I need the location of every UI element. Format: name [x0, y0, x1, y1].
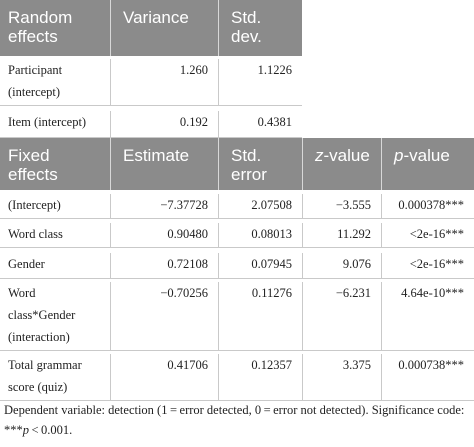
- fixed-effect-name: (Intercept): [8, 198, 61, 212]
- table-row: Participant (intercept) 1.260 1.1226: [0, 56, 302, 106]
- fixed-effects-header: Fixed effects Estimate Std. error z-valu…: [0, 138, 474, 190]
- p-value-header: p-value: [381, 138, 474, 190]
- table-row: Total grammar score (quiz) 0.41706 0.123…: [0, 351, 474, 401]
- table-row: Gender 0.72108 0.07945 9.076 <2e-16***: [0, 248, 474, 279]
- table-row: Item (intercept) 0.192 0.4381: [0, 106, 302, 138]
- std-error-value: 2.07508: [218, 194, 302, 218]
- std-error-value: 0.08013: [218, 223, 302, 247]
- estimate-value: −0.70256: [110, 282, 218, 350]
- table-row: (Intercept) −7.37728 2.07508 −3.555 0.00…: [0, 190, 474, 219]
- std-dev-header: Std. dev.: [218, 0, 302, 56]
- z-value: −3.555: [302, 194, 381, 218]
- random-effect-name: Item (intercept): [8, 115, 87, 129]
- random-effects-header-label: Random effects: [8, 8, 73, 46]
- z-value: 3.375: [302, 354, 381, 400]
- p-value: <2e-16***: [381, 253, 474, 278]
- std-dev-value: 0.4381: [218, 111, 302, 137]
- random-effect-name: Participant (intercept): [8, 63, 63, 99]
- std-error-header: Std. error: [218, 138, 302, 190]
- p-value: 0.000378***: [381, 194, 474, 218]
- p-value: 0.000738***: [381, 354, 474, 400]
- table-row: Word class 0.90480 0.08013 11.292 <2e-16…: [0, 219, 474, 248]
- z-value: −6.231: [302, 282, 381, 350]
- p-value: <2e-16***: [381, 223, 474, 247]
- results-table: Random effects Variance Std. dev. Partic…: [0, 0, 474, 401]
- variance-value: 1.260: [110, 59, 218, 105]
- std-error-value: 0.12357: [218, 354, 302, 400]
- z-value-header: z-value: [302, 138, 381, 190]
- random-effects-header: Random effects Variance Std. dev.: [0, 0, 302, 56]
- estimate-value: 0.72108: [110, 253, 218, 278]
- z-value: 9.076: [302, 253, 381, 278]
- footnote-line-2: ***p < 0.001.: [4, 423, 73, 437]
- variance-value: 0.192: [110, 111, 218, 137]
- estimate-header: Estimate: [110, 138, 218, 190]
- p-value: 4.64e-10***: [381, 282, 474, 350]
- fixed-effect-name: Total grammar score (quiz): [8, 358, 82, 394]
- fixed-effect-name: Word class: [8, 227, 63, 241]
- table-footnote: Dependent variable: detection (1 = error…: [4, 400, 470, 440]
- fixed-effect-name: Gender: [8, 257, 45, 271]
- fixed-effect-name: Word class*Gender (interaction): [8, 286, 76, 344]
- estimate-value: −7.37728: [110, 194, 218, 218]
- std-dev-value: 1.1226: [218, 59, 302, 105]
- estimate-value: 0.41706: [110, 354, 218, 400]
- fixed-effects-header-label: Fixed effects: [8, 146, 58, 184]
- table-row: Word class*Gender (interaction) −0.70256…: [0, 279, 474, 351]
- estimate-value: 0.90480: [110, 223, 218, 247]
- std-error-value: 0.07945: [218, 253, 302, 278]
- footnote-line-1: Dependent variable: detection (1 = error…: [4, 403, 465, 417]
- std-error-value: 0.11276: [218, 282, 302, 350]
- variance-header: Variance: [110, 0, 218, 56]
- z-value: 11.292: [302, 223, 381, 247]
